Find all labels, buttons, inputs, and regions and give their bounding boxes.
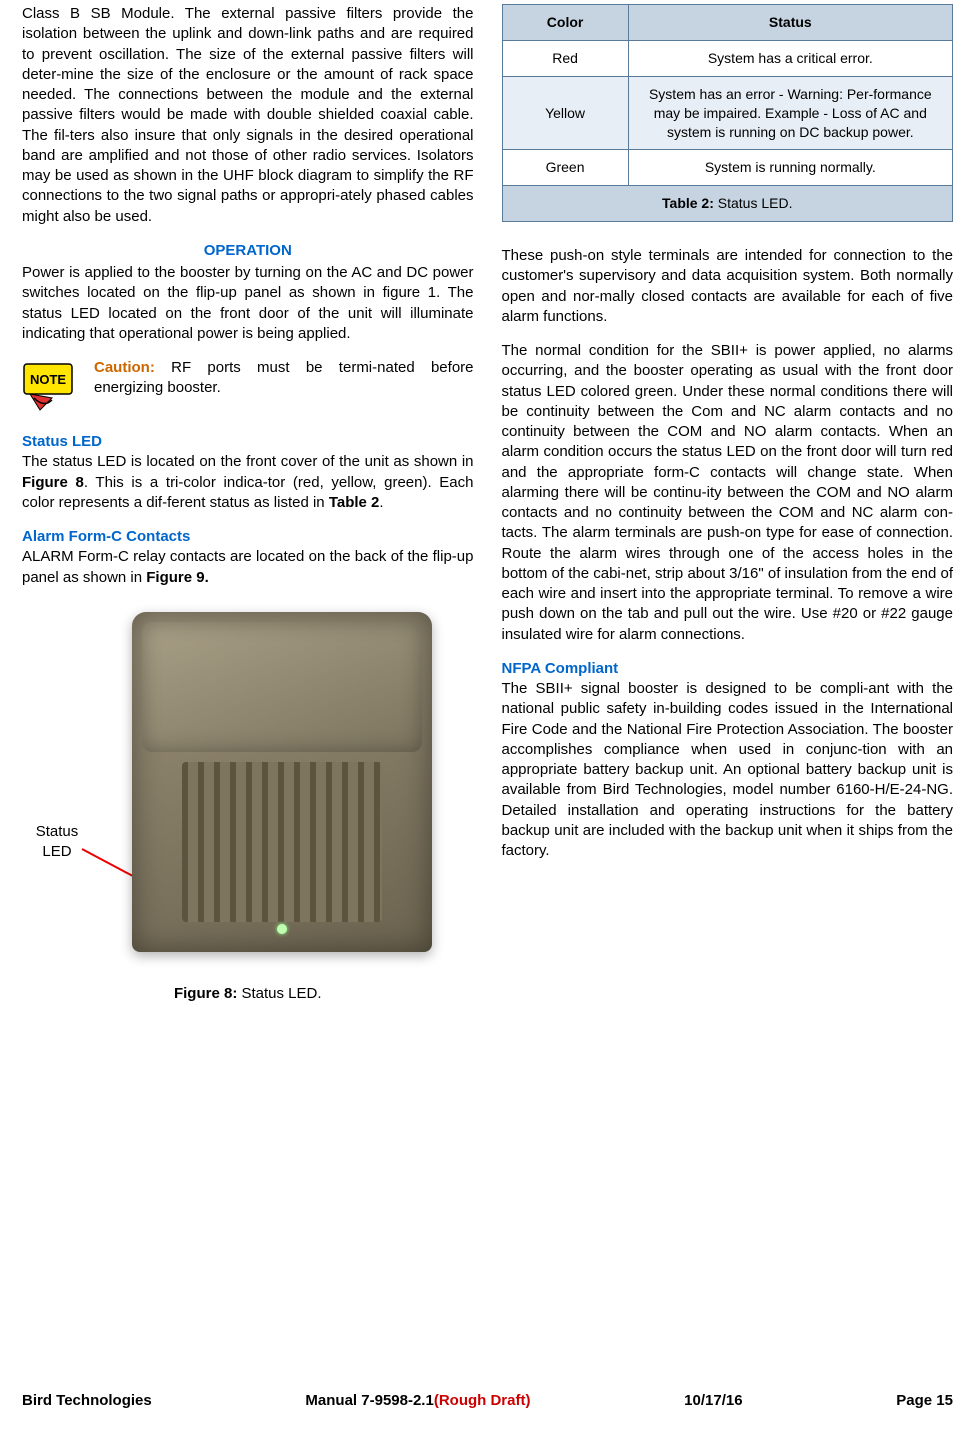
table-cell: System has a critical error.	[628, 40, 952, 76]
footer-company: Bird Technologies	[22, 1391, 152, 1411]
status-led-paragraph: The status LED is located on the front c…	[22, 452, 474, 513]
table-cell: Red	[502, 40, 628, 76]
table-cell: System is running normally.	[628, 150, 952, 186]
alarm-paragraph: ALARM Form-C relay contacts are located …	[22, 547, 474, 588]
right-column: Color Status Red System has a critical e…	[502, 4, 954, 1004]
table-header-color: Color	[502, 5, 628, 41]
terminals-paragraph: These push-on style terminals are intend…	[502, 246, 954, 327]
note-icon: NOTE	[22, 358, 84, 414]
footer-date: 10/17/16	[684, 1391, 742, 1411]
page-footer: Bird Technologies Manual 7-9598-2.1(Roug…	[22, 1391, 953, 1411]
note-block: NOTE Caution: RF ports must be termi-nat…	[22, 358, 474, 414]
led-indicator	[277, 924, 287, 934]
status-led-callout: Status LED	[22, 822, 92, 863]
table-header-status: Status	[628, 5, 952, 41]
status-led-heading: Status LED	[22, 432, 474, 452]
normal-condition-paragraph: The normal condition for the SBII+ is po…	[502, 341, 954, 645]
status-table: Color Status Red System has a critical e…	[502, 4, 954, 222]
nfpa-heading: NFPA Compliant	[502, 659, 954, 679]
figure-8-caption: Figure 8: Status LED.	[22, 984, 474, 1004]
device-image	[132, 612, 432, 952]
intro-paragraph: Class B SB Module. The external passive …	[22, 4, 474, 227]
figure-8: Status LED Figure 8: Status LED.	[22, 612, 474, 1004]
table-cell: System has an error - Warning: Per-forma…	[628, 76, 952, 150]
footer-page: Page 15	[896, 1391, 953, 1411]
nfpa-paragraph: The SBII+ signal booster is designed to …	[502, 679, 954, 861]
note-label-text: NOTE	[30, 372, 66, 387]
operation-heading: OPERATION	[22, 241, 474, 261]
table-cell: Yellow	[502, 76, 628, 150]
operation-paragraph: Power is applied to the booster by turni…	[22, 263, 474, 344]
left-column: Class B SB Module. The external passive …	[22, 4, 474, 1004]
footer-manual: Manual 7-9598-2.1(Rough Draft)	[305, 1391, 530, 1411]
caution-label: Caution:	[94, 359, 155, 376]
caution-text: Caution: RF ports must be termi-nated be…	[94, 358, 474, 399]
table-caption: Table 2: Status LED.	[502, 186, 953, 222]
table-cell: Green	[502, 150, 628, 186]
alarm-heading: Alarm Form-C Contacts	[22, 527, 474, 547]
